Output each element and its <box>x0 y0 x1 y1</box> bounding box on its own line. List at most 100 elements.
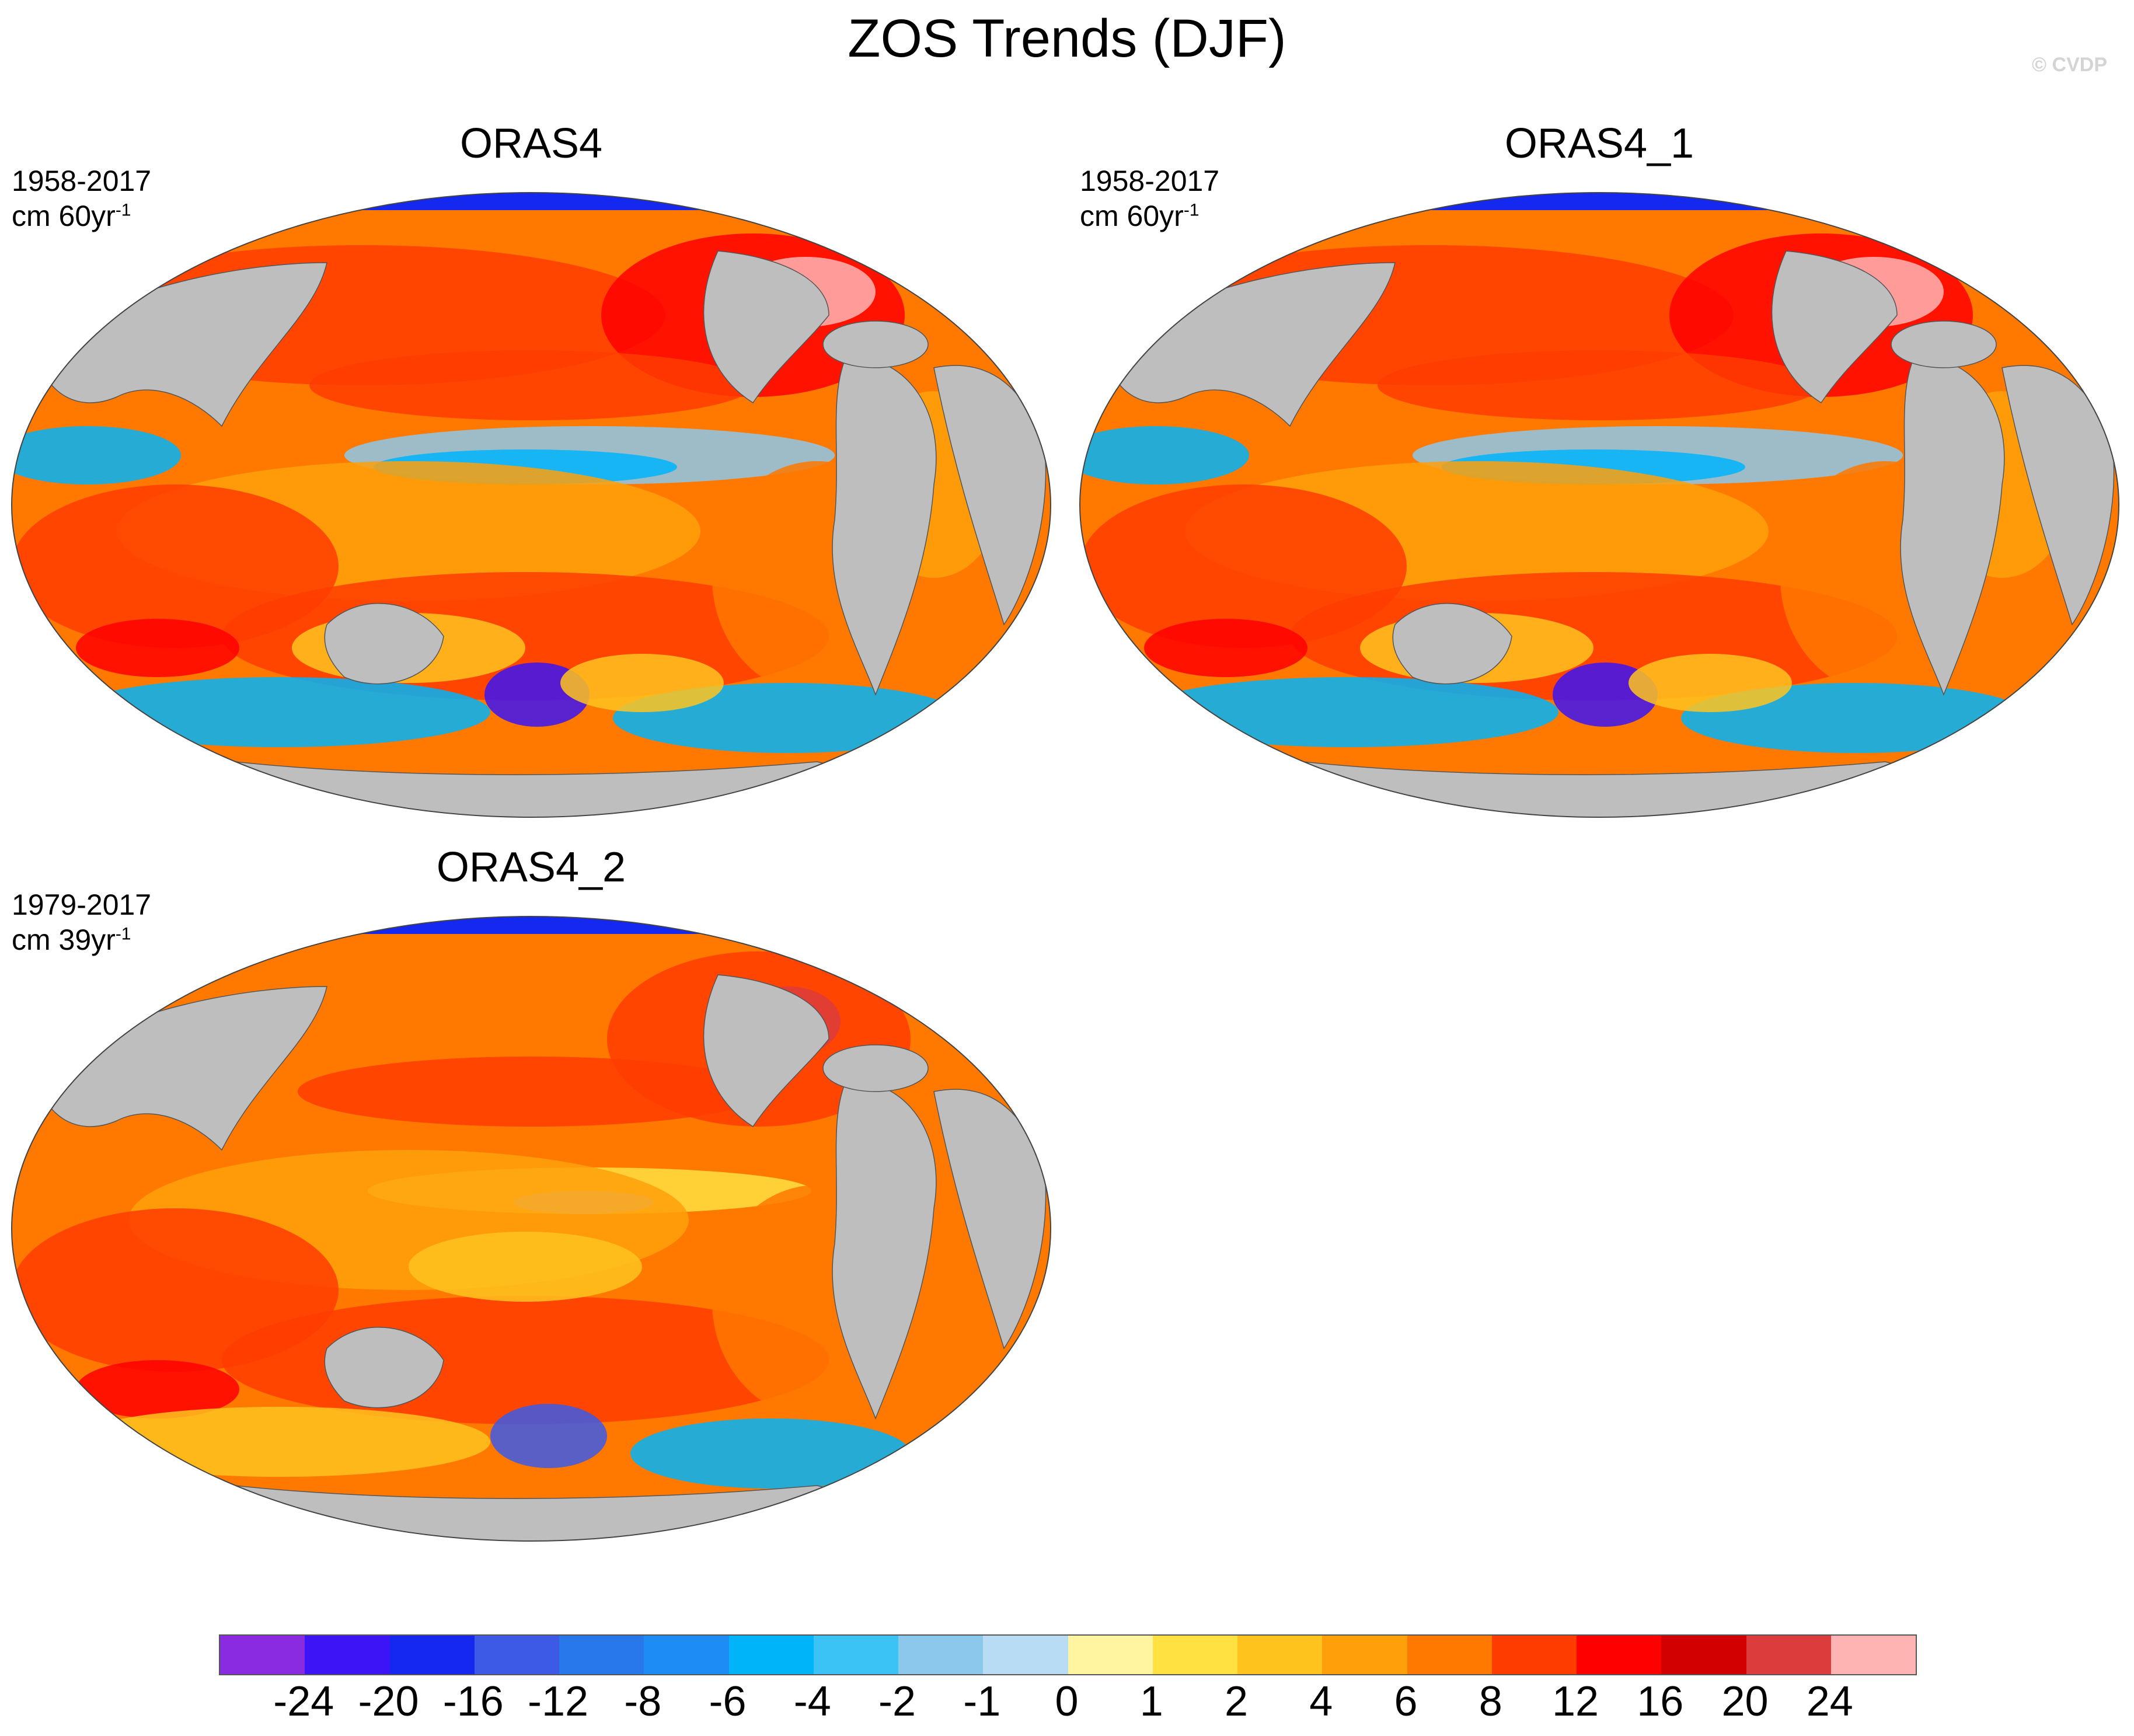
arctic-strip <box>315 916 747 934</box>
land-mass <box>324 603 444 685</box>
trend-region <box>70 677 490 747</box>
colorbar-tick-label: 24 <box>1806 1678 1853 1725</box>
colorbar-swatch <box>1491 1636 1577 1674</box>
map-outline <box>1079 192 2119 818</box>
colorbar-swatch <box>1407 1636 1492 1674</box>
colorbar-tick-label: 20 <box>1721 1678 1769 1725</box>
land-mass <box>933 365 1047 626</box>
panel-period: 1958-2017 <box>12 165 152 197</box>
panel-title: ORAS4_1 <box>1504 120 1694 167</box>
map-content <box>12 916 1051 1541</box>
colorbar-swatch <box>1577 1636 1662 1674</box>
map-panel-oras4-1: ORAS4_1 1958-2017 cm 60yr-1 <box>1068 123 2130 823</box>
land-mass <box>832 1079 937 1420</box>
trend-region <box>490 1404 607 1468</box>
trend-region <box>1138 677 1558 747</box>
land-mass <box>1103 262 1396 427</box>
map-outline <box>11 192 1051 818</box>
colorbar-tick-label: -16 <box>442 1678 504 1725</box>
land-mass <box>832 355 937 696</box>
panel-units: cm 39yr-1 <box>12 923 131 956</box>
world-map <box>11 916 1051 1542</box>
colorbar-tick-label: -20 <box>358 1678 419 1725</box>
colorbar-tick-label: 16 <box>1637 1678 1684 1725</box>
panel-title: ORAS4 <box>459 120 603 167</box>
trend-region <box>409 1232 642 1302</box>
colorbar-tick-label: 12 <box>1551 1678 1599 1725</box>
world-map <box>1079 192 2119 818</box>
land-mass <box>822 320 929 368</box>
colorbar-swatch <box>1237 1636 1323 1674</box>
colorbar-swatch <box>983 1636 1068 1674</box>
colorbar-tick-label: 2 <box>1224 1678 1249 1725</box>
colorbar-tick-label: -24 <box>273 1678 334 1725</box>
colorbar-swatch <box>1322 1636 1407 1674</box>
land-mass <box>703 250 829 404</box>
colorbar-swatch <box>1746 1636 1831 1674</box>
colorbar-swatch <box>474 1636 559 1674</box>
panel-period: 1979-2017 <box>12 888 152 921</box>
panel-title: ORAS4_2 <box>436 844 626 891</box>
land-mass <box>324 1327 444 1409</box>
land-mass <box>933 1089 1047 1350</box>
colorbar-tick-label: -6 <box>709 1678 747 1725</box>
colorbar-swatch <box>220 1636 305 1674</box>
map-panel-oras4-2: ORAS4_2 1979-2017 cm 39yr-1 <box>0 846 1062 1547</box>
main-title: ZOS Trends (DJF) <box>848 9 1286 68</box>
land-mass <box>2002 365 2115 626</box>
colorbar <box>219 1634 1917 1675</box>
trend-region <box>70 1407 490 1477</box>
colorbar-swatch <box>559 1636 644 1674</box>
trend-region <box>1629 654 1792 712</box>
colorbar-swatch <box>305 1636 390 1674</box>
map-content <box>12 193 1051 817</box>
colorbar-swatch <box>1068 1636 1153 1674</box>
colorbar-swatch <box>389 1636 475 1674</box>
colorbar-swatch <box>813 1636 898 1674</box>
land-mass <box>822 1044 929 1092</box>
map-panel-oras4: ORAS4 1958-2017 cm 60yr-1 <box>0 123 1062 823</box>
colorbar-tick-label: 0 <box>1055 1678 1079 1725</box>
colorbar-labels: -24 -20 -16 -12 -8 -6 -4 -2 -1 0 1 2 4 6 8 12 16 20 24 <box>219 1678 1915 1730</box>
colorbar-tick-label: 1 <box>1139 1678 1163 1725</box>
colorbar-tick-label: -12 <box>527 1678 589 1725</box>
land-mass <box>1771 250 1898 404</box>
trend-region <box>1378 350 1821 420</box>
colorbar-swatch <box>1830 1636 1916 1674</box>
colorbar-swatch <box>728 1636 814 1674</box>
trend-region <box>76 619 239 677</box>
colorbar-tick-label: -4 <box>793 1678 831 1725</box>
colorbar-swatch <box>1661 1636 1746 1674</box>
land-mass <box>703 974 829 1128</box>
colorbar-tick-label: 8 <box>1479 1678 1502 1725</box>
colorbar-tick-label: -1 <box>963 1678 1001 1725</box>
trend-region <box>309 350 753 420</box>
land-mass <box>34 262 327 427</box>
trend-region <box>1144 619 1307 677</box>
trend-region <box>630 1418 911 1489</box>
panel-units: cm 60yr-1 <box>1080 200 1199 232</box>
trend-region <box>12 426 181 484</box>
arctic-strip <box>1383 193 1815 210</box>
colorbar-tick-label: -2 <box>878 1678 916 1725</box>
arctic-strip <box>315 193 747 210</box>
panel-units: cm 60yr-1 <box>12 200 131 232</box>
trend-region <box>560 654 724 712</box>
map-outline <box>11 916 1051 1542</box>
world-map <box>11 192 1051 818</box>
panel-period: 1958-2017 <box>1080 165 1220 197</box>
map-content <box>1080 193 2119 817</box>
land-mass <box>34 986 327 1151</box>
colorbar-tick-label: 6 <box>1394 1678 1418 1725</box>
land-mass <box>1392 603 1512 685</box>
trend-region <box>298 1057 765 1127</box>
colorbar-tick-label: 4 <box>1309 1678 1333 1725</box>
trend-region <box>1080 426 1249 484</box>
trend-region <box>76 1360 239 1418</box>
watermark: © CVDP <box>2032 54 2107 76</box>
colorbar-swatch <box>644 1636 729 1674</box>
colorbar-swatch <box>898 1636 984 1674</box>
colorbar-swatch <box>1152 1636 1237 1674</box>
colorbar-tick-label: -8 <box>624 1678 662 1725</box>
land-mass <box>1891 320 1997 368</box>
